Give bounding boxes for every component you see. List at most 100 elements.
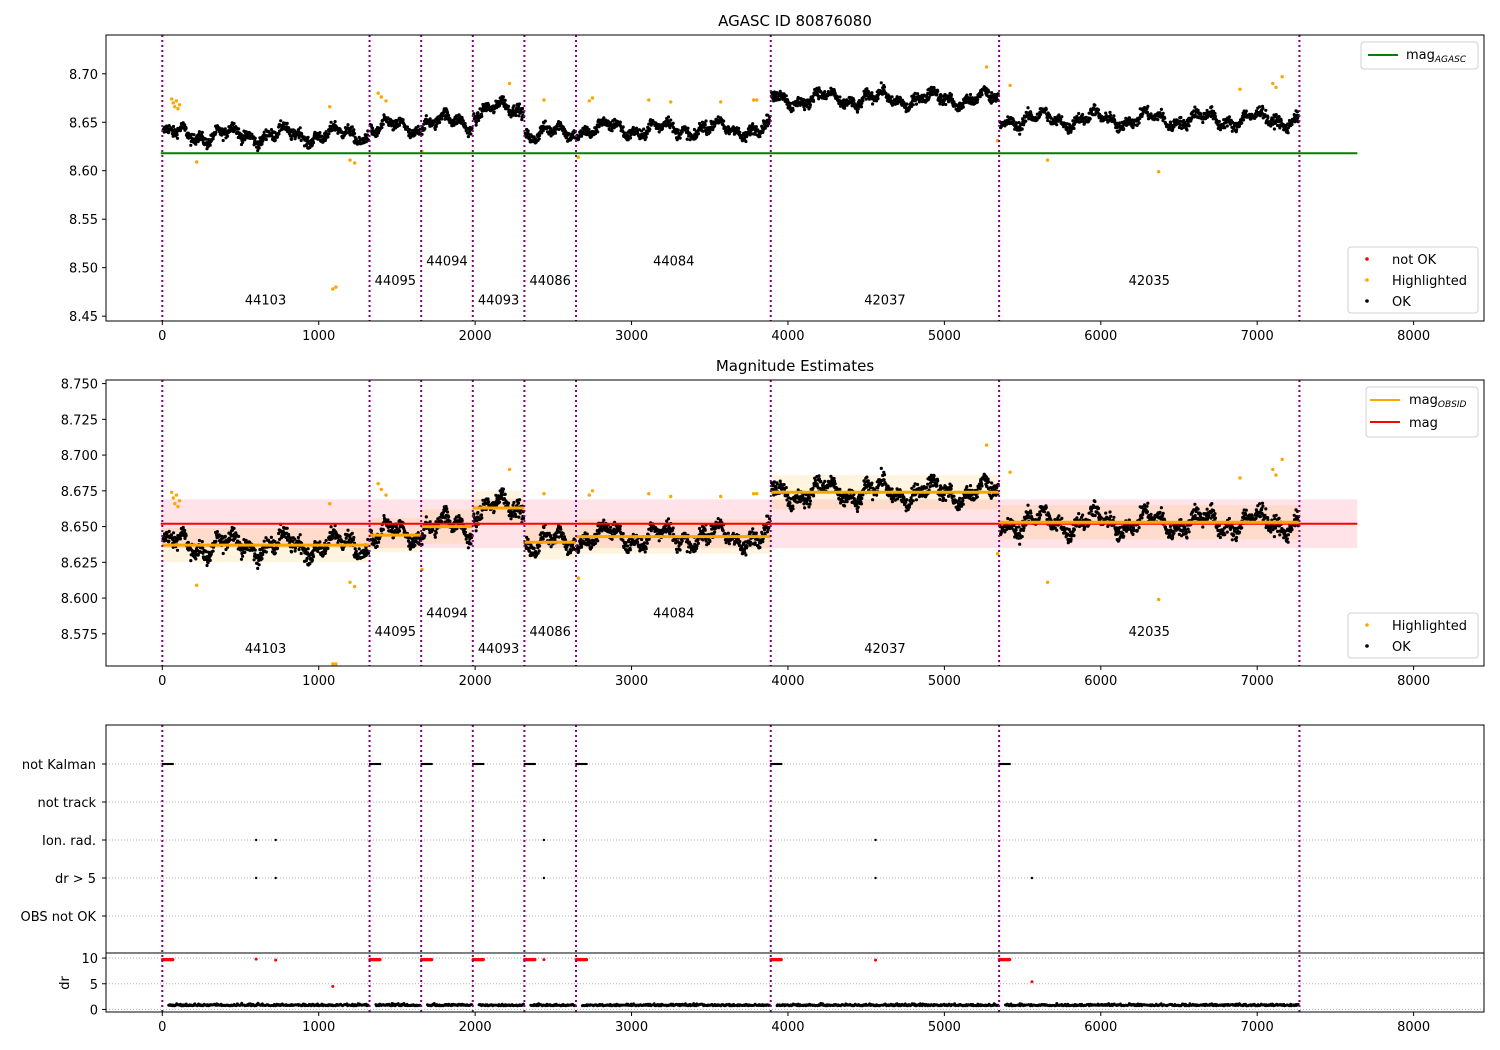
ok-point (609, 121, 613, 125)
ok-point (644, 547, 648, 551)
ok-point (1112, 114, 1116, 118)
ok-point (1217, 119, 1221, 124)
ok-point (640, 129, 644, 133)
ok-point (487, 500, 491, 504)
ok-point (968, 92, 973, 97)
ok-point (704, 539, 708, 543)
ok-point (1158, 111, 1162, 115)
ok-point (772, 90, 777, 94)
ok-point (913, 91, 917, 95)
ok-point (861, 99, 865, 103)
ok-point (225, 134, 230, 138)
ok-point (567, 132, 571, 136)
ok-point (643, 550, 647, 554)
ok-point (200, 540, 204, 544)
ok-point (243, 550, 247, 555)
ok-point (602, 116, 606, 120)
ok-point (417, 132, 421, 136)
ok-point (819, 89, 823, 94)
ok-point (466, 135, 470, 139)
ok-point (864, 97, 868, 101)
ok-point (522, 516, 526, 521)
ok-point (175, 548, 180, 552)
ok-point (911, 103, 915, 107)
ok-point (346, 528, 350, 532)
ok-point (470, 126, 474, 130)
ok-point (1072, 122, 1076, 126)
ok-point (448, 519, 452, 524)
ok-point (329, 525, 333, 529)
ok-point (704, 119, 708, 123)
ok-point (204, 137, 208, 141)
ok-point (324, 130, 328, 134)
ok-point (987, 90, 991, 94)
ok-point (685, 137, 689, 141)
p1-y-tick-label: 8.55 (69, 213, 98, 228)
ok-point (256, 149, 260, 153)
ok-point (338, 535, 342, 539)
ok-point (506, 104, 511, 108)
highlighted-point (376, 91, 380, 95)
ok-point (640, 537, 644, 542)
ok-point (285, 121, 289, 125)
ok-point (753, 131, 757, 135)
ok-point (751, 527, 755, 531)
highlighted-point (379, 95, 383, 99)
ok-point (311, 141, 316, 145)
obsid-label: 44086 (530, 274, 571, 289)
ok-point (211, 549, 215, 553)
ok-point (241, 140, 245, 144)
ok-point (269, 128, 273, 132)
ok-point (628, 548, 633, 552)
highlighted-point (353, 161, 357, 165)
ok-point (645, 132, 649, 136)
ok-point (838, 95, 842, 99)
ok-point (306, 547, 310, 551)
ok-point (871, 102, 875, 106)
ok-point (397, 529, 402, 533)
ok-point (352, 128, 356, 132)
ok-point (297, 547, 301, 552)
ok-point (796, 96, 801, 101)
ok-point (171, 124, 176, 129)
highlighted-point (176, 107, 180, 111)
ok-point (542, 525, 546, 530)
ok-point (926, 91, 930, 96)
ok-point (463, 121, 467, 126)
ok-point (1210, 105, 1214, 109)
highlighted-point (576, 155, 581, 159)
ok-point (716, 115, 720, 119)
ok-point (590, 545, 594, 550)
ok-point (624, 541, 628, 545)
p1-x-tick-label: 2000 (459, 329, 492, 344)
ok-point (237, 534, 241, 539)
ok-point (424, 515, 428, 519)
p1-axes-frame (105, 34, 1485, 322)
ok-point (460, 519, 464, 523)
ok-point (931, 92, 935, 97)
ok-point (590, 134, 594, 138)
ok-point (375, 134, 379, 138)
ok-point (279, 119, 283, 123)
ok-point (625, 133, 630, 137)
ok-point (455, 121, 459, 126)
ok-point (824, 97, 828, 101)
ok-point (671, 121, 675, 125)
ok-point (232, 526, 236, 531)
ok-point (197, 130, 201, 134)
ok-point (370, 126, 375, 130)
ok-point (448, 117, 452, 121)
ok-point (805, 105, 809, 109)
ok-point (1108, 110, 1112, 114)
ok-point (1059, 117, 1063, 122)
ok-point (352, 131, 357, 136)
ok-point (784, 486, 788, 490)
ok-point (767, 121, 771, 125)
ok-point (932, 86, 936, 90)
ok-point (1044, 107, 1048, 111)
ok-point (625, 544, 630, 548)
ok-point (480, 516, 484, 520)
ok-point (1137, 121, 1141, 125)
ok-point (1096, 108, 1101, 112)
ok-point (1187, 124, 1191, 128)
